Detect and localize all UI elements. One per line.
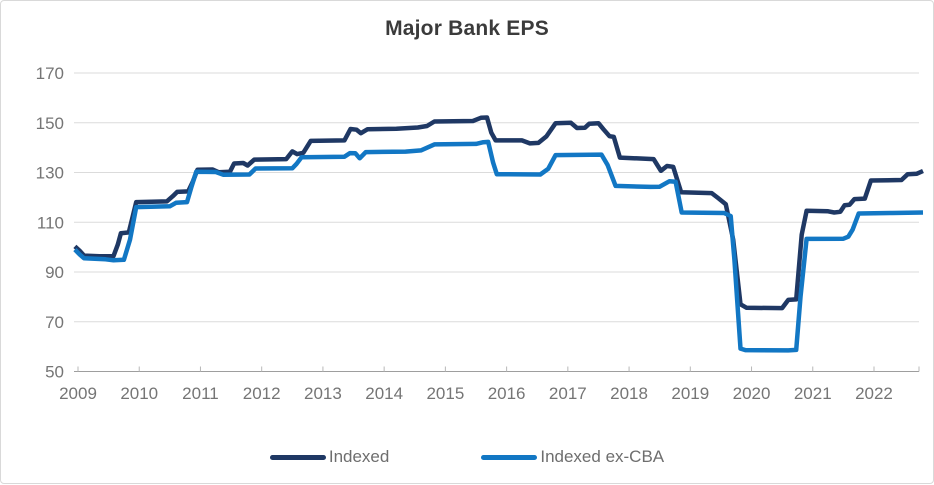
x-tick-label: 2012 [243, 384, 281, 403]
x-tick-label: 2013 [304, 384, 342, 403]
x-tick-label: 2021 [794, 384, 832, 403]
legend: Indexed Indexed ex-CBA [1, 447, 933, 467]
series-line-indexed [73, 115, 924, 311]
legend-item-indexed: Indexed [269, 447, 390, 467]
x-tick-label: 2010 [120, 384, 158, 403]
x-tick-label: 2015 [426, 384, 464, 403]
chart-title: Major Bank EPS [385, 17, 549, 40]
y-tick-label: 130 [36, 164, 64, 183]
legend-label-indexed-ex-cba: Indexed ex-CBA [540, 447, 665, 466]
x-tick-label: 2016 [488, 384, 526, 403]
y-tick-label: 70 [45, 313, 64, 332]
x-tick-label: 2009 [59, 384, 97, 403]
legend-label-indexed: Indexed [328, 447, 390, 466]
y-tick-label: 150 [36, 114, 64, 133]
series-line-indexed-ex-cba [73, 139, 924, 353]
y-tick-label: 50 [45, 363, 64, 382]
indexed-line-swatch [269, 454, 326, 460]
y-tick-label: 170 [36, 64, 64, 83]
legend-item-indexed-ex-cba: Indexed ex-CBA [481, 447, 664, 467]
x-tick-label: 2014 [365, 384, 403, 403]
x-tick-label: 2011 [182, 384, 219, 403]
y-tick-label: 110 [37, 213, 64, 232]
x-tick-label: 2019 [671, 384, 709, 403]
y-tick-label: 90 [45, 263, 64, 282]
x-tick-label: 2018 [610, 384, 648, 403]
x-tick-label: 2022 [855, 384, 893, 403]
x-tick-label: 2020 [733, 384, 771, 403]
x-tick-label: 2017 [549, 384, 587, 403]
indexed-ex-cba-line-swatch [481, 454, 538, 460]
